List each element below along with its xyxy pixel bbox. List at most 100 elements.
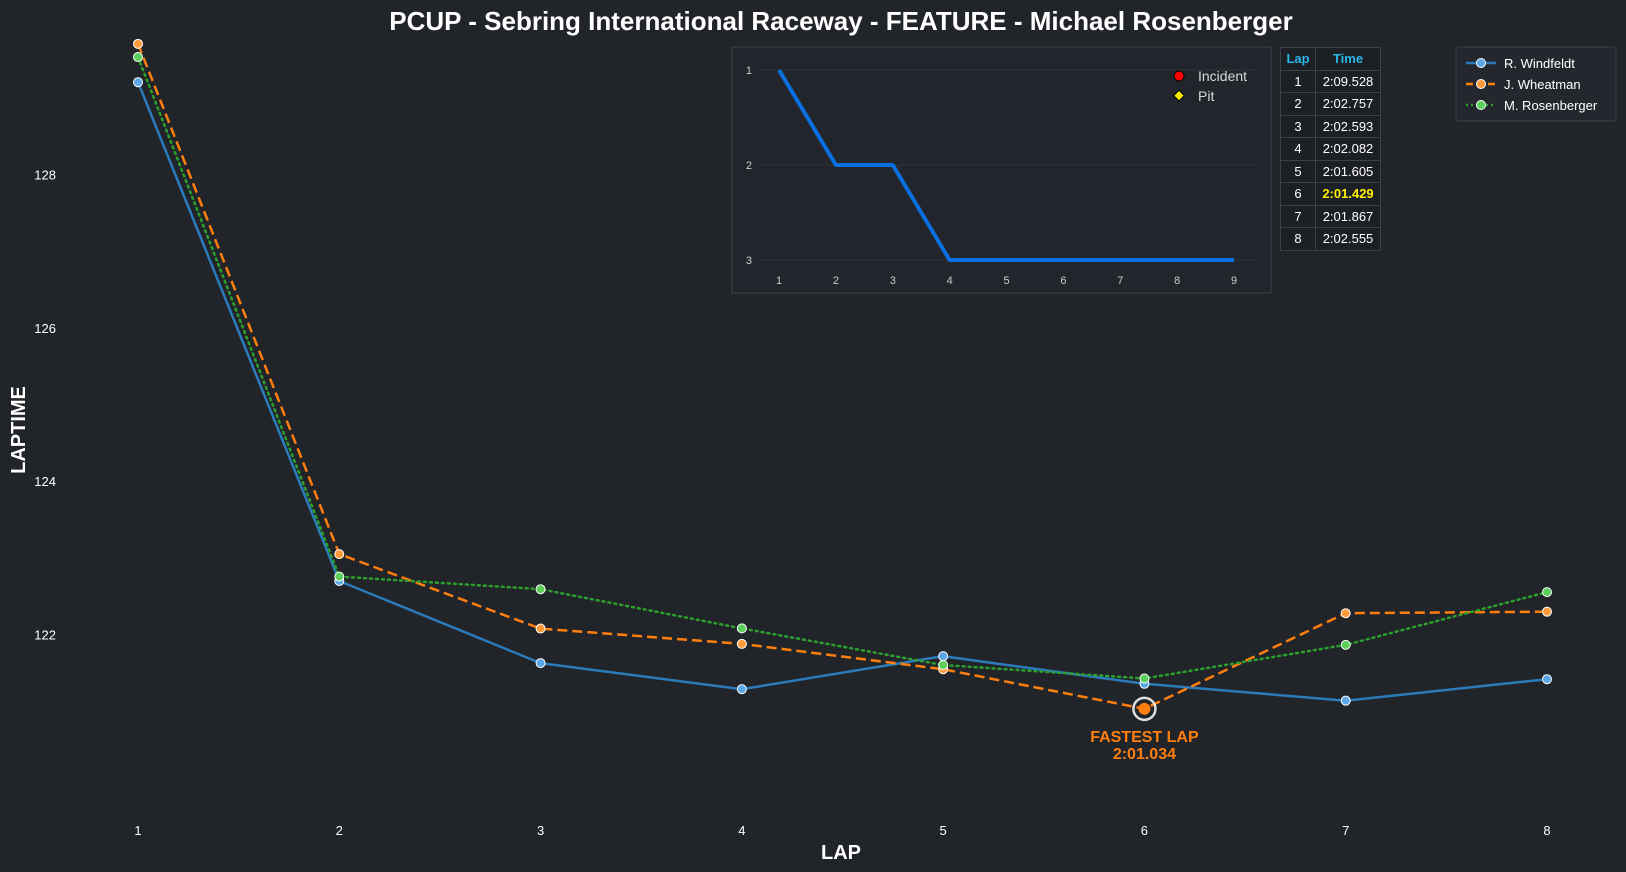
- time-cell: 2:01.867: [1315, 204, 1381, 228]
- inset-x-tick-label: 3: [890, 275, 896, 287]
- time-cell: 2:02.757: [1315, 92, 1381, 116]
- lap-column-header: Lap: [1280, 47, 1316, 71]
- table-row: 8 2:02.555: [1280, 227, 1381, 251]
- x-axis-label: LAP: [821, 842, 861, 864]
- incident-icon: [1173, 70, 1185, 82]
- data-point: [1542, 674, 1552, 685]
- lap-cell: 8: [1280, 227, 1316, 251]
- legend-marker: [1476, 79, 1486, 89]
- pit-legend-label: Pit: [1198, 88, 1214, 104]
- lap-cell: 7: [1280, 204, 1316, 228]
- inset-y-tick-label: 3: [746, 255, 752, 267]
- data-point: [1542, 606, 1552, 617]
- position-line: [777, 68, 1234, 262]
- inset-x-tick-label: 5: [1003, 275, 1009, 287]
- incident-legend-label: Incident: [1198, 68, 1247, 84]
- data-point: [736, 623, 747, 634]
- fastest-lap-marker: [1132, 696, 1157, 722]
- y-tick-label: 124: [34, 474, 56, 489]
- legend-label: M. Rosenberger: [1504, 98, 1598, 113]
- main-legend: R. Windfeldt J. Wheatman M. Rosenberger: [1455, 46, 1617, 122]
- fastest-lap-label: FASTEST LAP: [1090, 729, 1199, 746]
- time-cell-best: 2:01.429: [1315, 182, 1381, 206]
- table-row: 5 2:01.605: [1280, 159, 1381, 183]
- lap-table-header: Lap Time: [1280, 47, 1381, 71]
- data-point: [1340, 695, 1351, 706]
- fastest-lap-value: 2:01.034: [1113, 746, 1176, 763]
- data-point: [938, 660, 949, 671]
- x-tick-label: 2: [336, 823, 343, 838]
- inset-legend: Incident Pit: [1172, 68, 1247, 104]
- time-cell: 2:01.605: [1315, 159, 1381, 183]
- x-tick-label: 5: [940, 823, 947, 838]
- time-cell: 2:09.528: [1315, 69, 1381, 93]
- table-row: 4 2:02.082: [1280, 137, 1381, 161]
- inset-y-tick-label: 2: [746, 160, 752, 172]
- series-line: [136, 43, 1548, 711]
- data-point: [938, 651, 949, 662]
- lap-cell: 5: [1280, 159, 1316, 183]
- data-point: [736, 684, 747, 695]
- inset-frame: [731, 46, 1272, 294]
- position-inset-chart: 1 2 3 1 2 3 4 5 6 7 8 9 Incident Pit: [731, 46, 1272, 294]
- lap-cell: 6: [1280, 182, 1316, 206]
- y-tick-label: 126: [34, 321, 56, 336]
- data-point: [1340, 639, 1351, 650]
- time-cell: 2:02.593: [1315, 114, 1381, 138]
- series-line: [136, 81, 1548, 702]
- lap-cell: 2: [1280, 92, 1316, 116]
- inset-x-tick-label: 9: [1231, 275, 1237, 287]
- data-point: [334, 571, 345, 582]
- table-row: 6 2:01.429: [1280, 182, 1381, 206]
- inset-x-tick-label: 2: [833, 275, 839, 287]
- x-tick-label: 7: [1342, 823, 1349, 838]
- inset-x-tick-label: 8: [1174, 275, 1180, 287]
- main-legend-box: [1455, 46, 1617, 122]
- data-point: [535, 584, 546, 595]
- time-cell: 2:02.555: [1315, 227, 1381, 251]
- legend-label: R. Windfeldt: [1504, 56, 1575, 71]
- table-row: 1 2:09.528: [1280, 69, 1381, 93]
- lap-cell: 4: [1280, 137, 1316, 161]
- main-series-lines: [136, 43, 1549, 711]
- x-tick-label: 1: [134, 823, 141, 838]
- lap-cell: 1: [1280, 69, 1316, 93]
- y-tick-label: 122: [34, 628, 56, 643]
- legend-marker: [1476, 100, 1486, 110]
- data-point: [736, 638, 747, 649]
- time-column-header: Time: [1315, 47, 1381, 71]
- inset-x-tick-label: 7: [1117, 275, 1123, 287]
- y-tick-label: 128: [34, 167, 56, 182]
- table-row: 2 2:02.757: [1280, 92, 1381, 116]
- inset-axis-ticks: 1 2 3 1 2 3 4 5 6 7 8 9: [746, 65, 1237, 287]
- data-point: [133, 38, 143, 49]
- series-line: [136, 55, 1549, 680]
- inset-x-tick-label: 1: [776, 275, 782, 287]
- data-point: [133, 52, 143, 63]
- data-point: [535, 623, 546, 634]
- legend-marker: [1476, 58, 1486, 68]
- data-point: [1542, 587, 1552, 598]
- data-point: [133, 77, 143, 88]
- time-cell: 2:02.082: [1315, 137, 1381, 161]
- fastest-lap-dot: [1138, 702, 1151, 715]
- x-tick-label: 4: [738, 823, 745, 838]
- data-point: [1139, 673, 1150, 684]
- lap-time-table: Lap Time 1 2:09.528 2 2:02.757 3 2:02.593 4…: [1280, 47, 1381, 251]
- x-tick-label: 8: [1543, 823, 1550, 838]
- table-row: 3 2:02.593: [1280, 114, 1381, 138]
- x-tick-label: 3: [537, 823, 544, 838]
- chart-title: PCUP - Sebring International Raceway - F…: [389, 6, 1292, 36]
- data-point: [1340, 608, 1351, 619]
- inset-x-tick-label: 6: [1060, 275, 1066, 287]
- pit-icon: [1172, 89, 1186, 102]
- inset-x-tick-label: 4: [947, 275, 953, 287]
- x-tick-label: 6: [1141, 823, 1148, 838]
- table-row: 7 2:01.867: [1280, 204, 1381, 228]
- inset-y-tick-label: 1: [746, 65, 752, 77]
- data-point: [535, 658, 546, 669]
- y-axis-label: LAPTIME: [8, 386, 30, 474]
- data-point: [334, 549, 345, 560]
